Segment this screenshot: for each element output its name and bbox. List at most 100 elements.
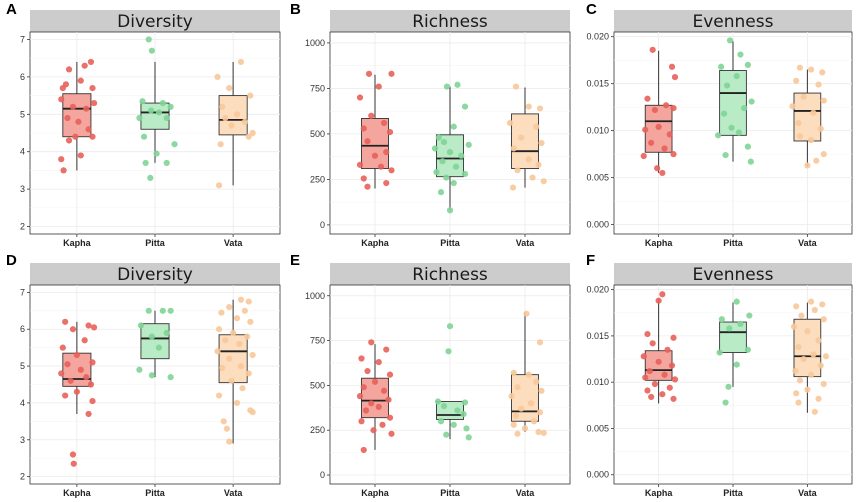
data-point <box>793 303 800 310</box>
box-iqr <box>793 92 822 142</box>
data-point <box>735 129 743 136</box>
data-point <box>460 410 467 418</box>
data-point <box>744 346 751 353</box>
data-point <box>718 63 725 70</box>
facet-strip <box>30 10 280 32</box>
box-kapha <box>62 321 92 414</box>
tick-label-y: 250 <box>310 425 325 435</box>
data-point <box>661 145 668 152</box>
data-point <box>237 362 245 370</box>
data-point <box>648 393 655 401</box>
data-point <box>137 322 145 329</box>
data-point <box>800 93 807 100</box>
data-point <box>651 106 659 114</box>
data-point <box>533 378 540 385</box>
data-point <box>245 298 252 305</box>
box-iqr <box>719 70 747 136</box>
data-point <box>521 425 529 432</box>
data-point <box>664 346 671 353</box>
data-point <box>510 421 517 428</box>
facet-title: Evenness <box>693 12 774 32</box>
data-point <box>89 133 96 140</box>
data-point <box>140 133 148 140</box>
data-point <box>230 329 237 337</box>
data-point <box>540 178 547 185</box>
data-point <box>518 405 525 412</box>
data-point <box>226 85 233 92</box>
data-point <box>651 380 659 388</box>
data-point <box>226 304 233 311</box>
tick-label-y: 7 <box>20 34 25 44</box>
data-point <box>792 367 799 375</box>
data-point <box>648 139 655 146</box>
data-point <box>655 358 662 365</box>
data-point <box>741 105 748 112</box>
data-point <box>360 384 367 391</box>
data-point <box>820 151 827 158</box>
data-point <box>358 418 365 425</box>
data-point <box>820 316 827 323</box>
tick-label-y: 0.015 <box>586 331 609 341</box>
data-point <box>822 353 830 360</box>
data-point <box>383 179 390 187</box>
data-point <box>793 77 800 84</box>
data-point <box>155 109 163 116</box>
category-label: Pitta <box>145 238 165 248</box>
tick-label-y: 500 <box>310 129 325 139</box>
data-point <box>807 298 815 305</box>
data-point <box>214 73 221 80</box>
data-point <box>368 339 375 346</box>
tick-label-y: 3 <box>20 184 25 194</box>
data-point <box>733 361 740 368</box>
data-point <box>744 61 751 68</box>
tick-label-y: 7 <box>20 287 25 297</box>
data-point <box>219 103 226 110</box>
data-point <box>249 129 256 137</box>
data-point <box>445 348 452 355</box>
panel-C: C Evenness 0.000 0.005 0.010 0.015 0.020 Kapha P… <box>586 1 853 248</box>
tick-label-y: 2 <box>20 472 25 482</box>
data-point <box>649 46 656 53</box>
data-point <box>236 340 243 348</box>
data-point <box>465 141 472 148</box>
data-point <box>159 99 166 107</box>
facet-title: Evenness <box>693 265 774 285</box>
data-point <box>60 167 67 174</box>
data-point <box>237 58 245 66</box>
category-label: Pitta <box>723 488 743 498</box>
tick-label-y: 0.005 <box>586 423 609 433</box>
data-point <box>62 392 69 399</box>
data-point <box>147 107 155 114</box>
data-point <box>237 296 245 303</box>
data-point <box>746 312 753 319</box>
tick-label-y: 0.000 <box>586 470 609 480</box>
data-point <box>804 162 811 169</box>
data-point <box>508 393 515 400</box>
facet-strip <box>614 263 852 285</box>
tick-label-y: 2 <box>20 222 25 232</box>
data-point <box>649 340 656 347</box>
data-point <box>748 98 755 105</box>
data-point <box>145 36 152 43</box>
data-point <box>139 98 146 105</box>
box-iqr <box>218 95 248 136</box>
data-point <box>362 407 370 414</box>
data-point <box>790 323 798 330</box>
data-point <box>69 451 77 458</box>
data-point <box>668 63 676 70</box>
data-point <box>726 325 733 332</box>
data-point <box>148 333 155 340</box>
data-point <box>58 156 65 163</box>
data-point <box>795 399 802 406</box>
data-point <box>450 123 457 130</box>
data-point <box>368 400 375 407</box>
data-point <box>506 119 514 127</box>
data-point <box>804 386 811 393</box>
data-point <box>465 434 472 441</box>
data-point <box>380 119 388 127</box>
points-pitta <box>434 323 472 441</box>
tick-label-y: 4 <box>20 147 25 157</box>
data-point <box>360 446 367 454</box>
data-point <box>90 99 98 107</box>
